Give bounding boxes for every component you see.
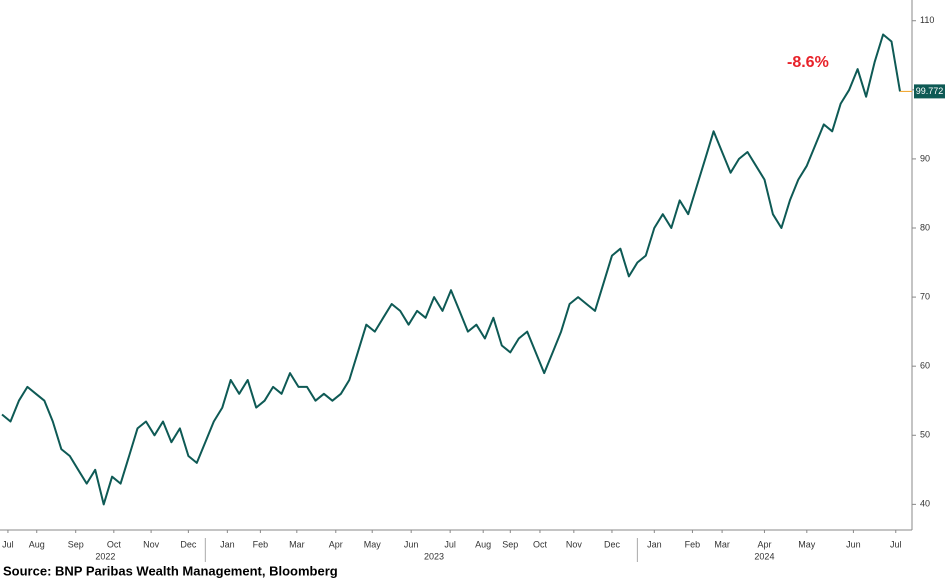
x-tick-label: Feb	[253, 539, 269, 549]
y-tick-label: 50	[920, 430, 930, 440]
x-tick-label: Apr	[329, 539, 343, 549]
x-tick-label: Jun	[404, 539, 419, 549]
year-label: 2022	[95, 551, 115, 561]
x-tick-label: Nov	[566, 539, 583, 549]
y-tick-label: 90	[920, 153, 930, 163]
annotation: -8.6%	[787, 54, 829, 71]
last-value-label: 99.772	[916, 86, 944, 96]
x-tick-label: Sep	[68, 539, 84, 549]
x-tick-label: Sep	[502, 539, 518, 549]
x-tick-label: Mar	[289, 539, 305, 549]
x-tick-label: Mar	[714, 539, 730, 549]
x-tick-label: Jul	[444, 539, 456, 549]
x-tick-label: Jan	[647, 539, 662, 549]
year-label: 2024	[754, 551, 774, 561]
year-label: 2023	[424, 551, 444, 561]
x-tick-label: Aug	[29, 539, 45, 549]
x-tick-label: Oct	[533, 539, 548, 549]
x-tick-label: Apr	[757, 539, 771, 549]
x-tick-label: Dec	[604, 539, 621, 549]
y-tick-label: 40	[920, 499, 930, 509]
x-tick-label: Nov	[143, 539, 160, 549]
x-tick-label: May	[364, 539, 382, 549]
x-tick-label: May	[798, 539, 816, 549]
x-tick-label: Oct	[107, 539, 122, 549]
x-tick-label: Aug	[475, 539, 491, 549]
y-tick-label: 110	[920, 15, 934, 25]
x-tick-label: Jul	[890, 539, 902, 549]
y-tick-label: 60	[920, 361, 930, 371]
x-tick-label: Jun	[846, 539, 861, 549]
y-tick-label: 80	[920, 222, 930, 232]
source: Source: BNP Paribas Wealth Management, B…	[3, 563, 338, 578]
x-tick-label: Jan	[220, 539, 235, 549]
x-tick-label: Feb	[685, 539, 701, 549]
y-tick-label: 70	[920, 291, 930, 301]
last-value-box	[914, 84, 945, 99]
x-tick-label: Jul	[2, 539, 14, 549]
line	[1, 33, 901, 506]
x-tick-label: Dec	[180, 539, 197, 549]
